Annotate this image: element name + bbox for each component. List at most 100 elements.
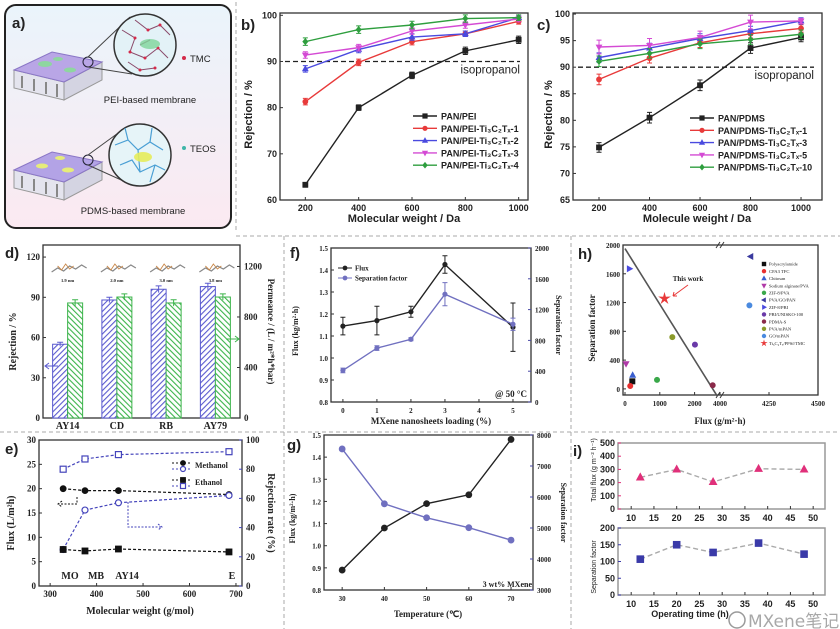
x-tick-label: 5 — [511, 407, 515, 415]
legend-marker — [421, 150, 429, 157]
molecule-size-label: 3.8 nm — [209, 278, 222, 283]
data-point — [747, 35, 754, 44]
legend-label: Flux — [355, 265, 369, 273]
x-tick-label: 10 — [626, 599, 636, 609]
y-tick-label: 1.3 — [319, 289, 328, 297]
y-tick-label: 8000 — [537, 432, 552, 440]
x-tick-label: 70 — [508, 595, 516, 603]
data-point — [595, 57, 603, 65]
subplot-0-line — [640, 468, 805, 483]
x-tick-label: 15 — [649, 599, 659, 609]
panel-a-diagram: a) TMC PEI-based membrane — [4, 4, 232, 229]
this-work-label: This work — [673, 275, 704, 283]
y-tick-label: 0 — [535, 399, 539, 407]
y-tick-label: 0 — [617, 386, 621, 394]
x-tick-label: 600 — [693, 203, 708, 213]
panel-label: i) — [573, 443, 582, 460]
y-tick-label: 15 — [27, 508, 37, 518]
point-label: E — [229, 571, 236, 582]
data-point — [301, 52, 309, 59]
x-tick-label: 30 — [339, 595, 347, 603]
x-tick-label: 15 — [649, 513, 659, 523]
y-axis-label: Total flux (g m⁻² h⁻¹) — [591, 438, 598, 502]
y-tick-label: 1.4 — [312, 454, 321, 462]
molecule-size-label: 3.0 nm — [159, 278, 172, 283]
panel-label: f) — [290, 245, 300, 262]
y-tick-label: 60 — [267, 195, 277, 205]
y-tick-label: 10 — [27, 532, 37, 542]
data-point — [81, 455, 89, 463]
y-tick-label: 65 — [560, 195, 570, 205]
legend-label: PAN/PEI-Ti₃C₂Tₓ-2 — [441, 136, 519, 146]
y-axis-label: Flux (kg/m²·h) — [291, 306, 300, 356]
data-point — [302, 38, 309, 46]
pdms-membrane-illustration — [12, 151, 104, 201]
trend-line — [624, 248, 718, 397]
legend-marker — [698, 152, 706, 159]
legend-marker — [761, 297, 766, 303]
data-point — [409, 72, 415, 79]
data-point — [442, 261, 448, 268]
bar — [214, 296, 231, 419]
x-tick-label: 2 — [409, 407, 413, 415]
plot-frame — [617, 527, 826, 596]
pei-membrane-illustration — [12, 13, 177, 101]
plot-frame — [330, 247, 532, 403]
legend-label: PAN/PDMS-Ti₃C₂Tₓ-10 — [718, 163, 812, 173]
y-tick-label: 100 — [600, 491, 615, 501]
y-axis-label: Rejection / % — [8, 312, 19, 370]
y-tick-label: 120 — [27, 252, 41, 262]
y-tick-label: 800 — [535, 337, 546, 345]
subplot-1-line — [640, 542, 805, 560]
x-tick-label: 3 — [443, 407, 447, 415]
data-point — [672, 464, 682, 473]
y-tick-label: 2000 — [535, 245, 550, 253]
series-0-line — [63, 488, 230, 496]
x-axis-label: Molecular weight / Da — [348, 213, 461, 225]
legend-marker — [761, 312, 767, 317]
y-tick-label: 500 — [600, 438, 615, 448]
x-tick-label: 400 — [90, 589, 104, 599]
data-point — [636, 555, 645, 563]
x-tick-label: 600 — [183, 589, 197, 599]
legend-marker — [698, 139, 706, 145]
series-2-line — [63, 548, 230, 553]
x-tick-label: 40 — [763, 513, 773, 523]
y-tick-label: 1600 — [535, 276, 550, 284]
y-tick-label: 1.5 — [312, 432, 321, 440]
legend-marker — [761, 283, 767, 289]
error-bar — [204, 282, 211, 290]
y-tick-label: 1.0 — [312, 543, 321, 551]
y-tick-label: 0 — [244, 413, 249, 423]
plot-frame — [323, 434, 534, 591]
y-tick-label: 0.9 — [319, 377, 328, 385]
legend-label: PAN/PDMS-Ti₃C₂Tₓ-1 — [718, 126, 807, 136]
y-axis-label: Flux (L/m²h) — [6, 496, 17, 551]
y-tick-label: 400 — [610, 357, 621, 365]
data-point — [114, 499, 123, 507]
molecule-structure-icon — [199, 264, 235, 273]
y-axis-label-right: Rejection rate (%) — [265, 473, 276, 552]
y-tick-label: 40 — [246, 523, 256, 533]
x-tick-label: 1000 — [509, 203, 529, 213]
y-tick-label: 1.1 — [312, 521, 321, 529]
bar — [52, 343, 69, 419]
point-label: AY14 — [115, 571, 139, 582]
x-tick-label: 50 — [423, 595, 431, 603]
legend-label: PAN/PEI-Ti₃C₂Tₓ-3 — [441, 148, 519, 158]
data-point — [114, 451, 123, 459]
data-point — [59, 546, 67, 553]
x-axis-label: Molecular weight (g/mol) — [86, 606, 194, 617]
data-point — [510, 321, 516, 327]
y-tick-label: 0 — [36, 413, 41, 423]
y-tick-label: 60 — [246, 493, 256, 503]
data-point — [669, 334, 676, 341]
molecule-structure-icon — [51, 264, 87, 273]
data-point — [338, 445, 346, 453]
y-tick-label: 800 — [244, 312, 258, 322]
data-point — [355, 104, 362, 111]
x-tick-label: 45 — [785, 513, 795, 523]
legend-marker — [699, 163, 705, 171]
x-tick-label: 600 — [404, 203, 419, 213]
